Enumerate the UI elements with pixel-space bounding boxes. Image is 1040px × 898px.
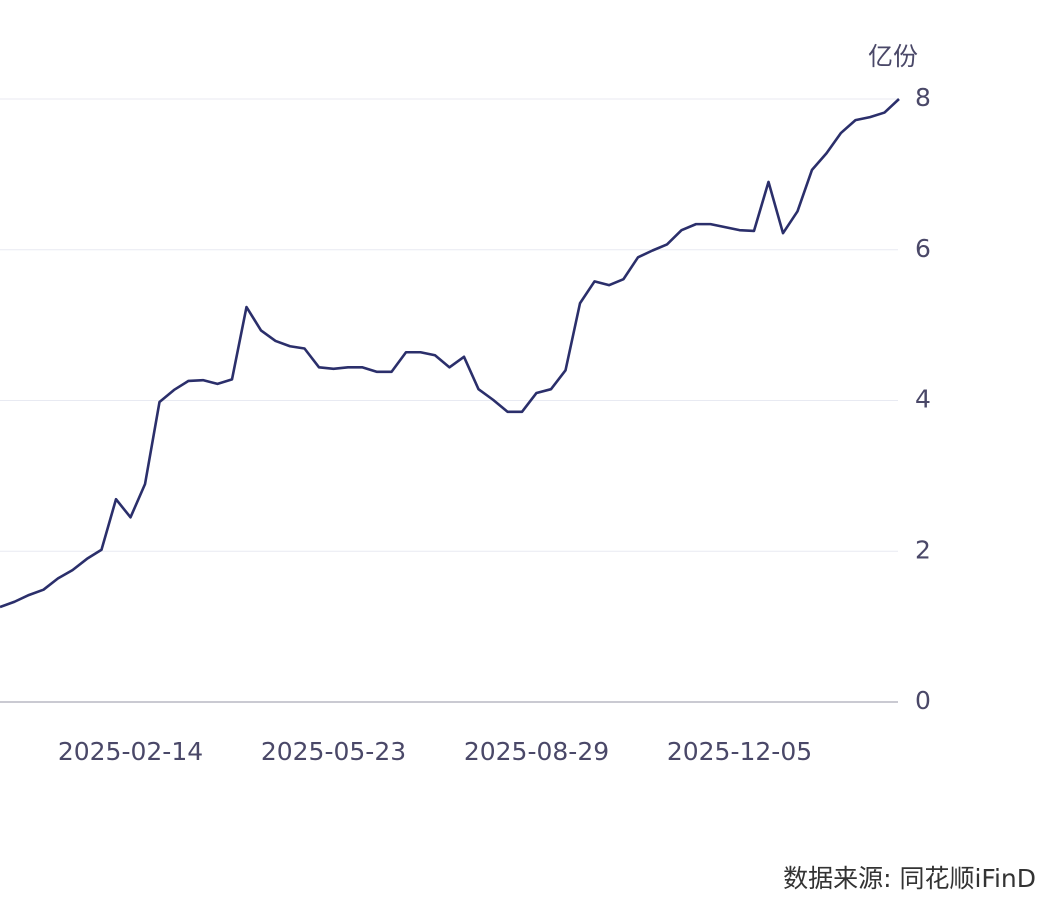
y-tick-label: 6 [915,234,931,263]
line-series [0,98,900,609]
x-tick-label: 2025-05-23 [261,737,406,766]
y-tick-label: 8 [915,83,931,112]
y-tick-label: 4 [915,385,931,414]
x-tick-label: 2025-02-14 [58,737,203,766]
y-tick-label: 2 [915,535,931,564]
y-unit: 亿份 [868,42,918,71]
source-note: 数据来源: 同花顺iFinD [783,864,1036,893]
x-tick-label: 2025-08-29 [464,737,609,766]
x-tick-label: 2025-12-05 [667,737,812,766]
y-tick-label: 0 [915,686,931,715]
